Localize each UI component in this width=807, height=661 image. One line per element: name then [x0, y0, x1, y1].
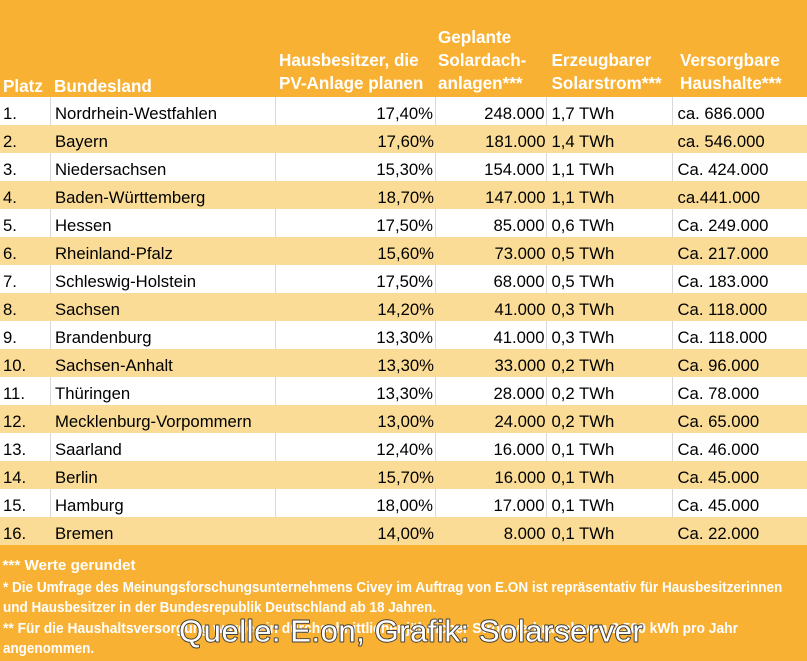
svg-text:Quelle: E.on, Grafik: Solarser: Quelle: E.on, Grafik: Solarserver — [179, 614, 643, 649]
